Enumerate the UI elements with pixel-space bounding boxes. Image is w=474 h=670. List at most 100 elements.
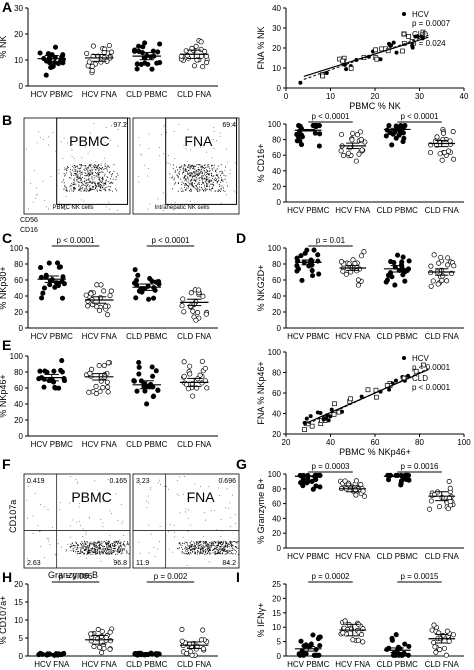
event-dot — [97, 548, 98, 550]
event-dot — [86, 541, 88, 543]
event-dot — [116, 190, 118, 192]
event-dot — [98, 547, 100, 548]
data-point — [440, 130, 447, 136]
event-dot — [103, 549, 105, 551]
event-dot — [183, 165, 185, 167]
event-dot — [98, 166, 100, 168]
event-dot — [87, 179, 89, 181]
event-dot — [169, 548, 171, 550]
y-tick-label: 80 — [272, 485, 281, 494]
event-dot — [103, 182, 105, 184]
event-dot — [42, 139, 44, 140]
event-dot — [113, 170, 115, 172]
event-dot — [70, 185, 72, 187]
event-dot — [87, 167, 89, 169]
y-tick-label: 0 — [19, 432, 24, 441]
event-dot — [231, 552, 232, 554]
event-dot — [117, 520, 119, 521]
data-point — [340, 268, 346, 274]
y-axis-label: % CD16+ — [256, 144, 266, 183]
event-dot — [187, 185, 189, 187]
event-dot — [172, 551, 174, 553]
event-dot — [163, 204, 165, 205]
event-dot — [105, 543, 107, 545]
event-dot — [189, 184, 191, 186]
data-point — [387, 270, 394, 276]
event-dot — [70, 546, 72, 548]
event-dot — [78, 189, 79, 191]
event-dot — [213, 185, 215, 187]
data-point — [298, 638, 304, 644]
event-dot — [208, 182, 210, 184]
event-dot — [189, 166, 191, 168]
event-dot — [230, 543, 232, 545]
event-dot — [189, 165, 191, 167]
event-dot — [148, 524, 150, 526]
event-dot — [193, 549, 195, 551]
event-dot — [77, 545, 79, 546]
event-dot — [72, 545, 74, 547]
event-dot — [191, 184, 193, 186]
x-tick-label: 40 — [326, 438, 335, 447]
data-point — [427, 506, 433, 512]
category-label: CLD PBMC — [377, 552, 419, 561]
data-point — [450, 632, 457, 638]
event-dot — [102, 522, 104, 524]
event-dot — [220, 189, 222, 191]
data-point — [317, 643, 323, 649]
event-dot — [206, 179, 208, 181]
event-dot — [216, 173, 218, 175]
event-dot — [80, 542, 81, 544]
event-dot — [187, 173, 189, 174]
event-dot — [89, 173, 91, 175]
event-dot — [225, 542, 227, 544]
event-dot — [185, 508, 187, 510]
event-dot — [75, 171, 77, 173]
event-dot — [119, 549, 121, 551]
event-dot — [98, 548, 100, 550]
event-dot — [44, 557, 45, 559]
event-dot — [64, 209, 65, 211]
event-dot — [102, 182, 104, 184]
data-point — [399, 263, 405, 269]
event-dot — [207, 542, 209, 544]
y-tick-label: 0 — [19, 324, 24, 333]
event-dot — [98, 183, 100, 185]
event-dot — [82, 181, 83, 182]
data-point — [91, 643, 97, 650]
event-dot — [209, 189, 211, 191]
event-dot — [91, 170, 93, 172]
event-dot — [89, 545, 91, 547]
event-dot — [98, 544, 100, 546]
event-dot — [78, 168, 80, 169]
event-dot — [75, 169, 76, 171]
event-dot — [116, 172, 118, 174]
data-point — [60, 60, 66, 66]
data-point — [38, 265, 44, 271]
event-dot — [97, 184, 99, 186]
event-dot — [196, 190, 198, 191]
x-tick-label: 60 — [371, 438, 380, 447]
event-dot — [189, 175, 191, 177]
data-point — [437, 151, 443, 157]
event-dot — [90, 168, 92, 170]
event-dot — [100, 547, 102, 549]
event-dot — [96, 553, 98, 555]
event-dot — [204, 190, 206, 192]
data-point — [340, 630, 346, 636]
event-dot — [95, 543, 97, 545]
data-point — [301, 652, 307, 658]
p-value-label: p = 0.01 — [316, 236, 346, 245]
event-dot — [184, 168, 186, 170]
event-dot — [148, 552, 150, 554]
event-dot — [46, 538, 48, 539]
event-dot — [75, 551, 77, 553]
event-dot — [80, 179, 82, 181]
data-point — [386, 123, 392, 129]
event-dot — [113, 541, 115, 543]
p-value-label: p < 0.0001 — [311, 112, 350, 121]
event-dot — [218, 189, 219, 191]
event-dot — [183, 493, 185, 495]
event-dot — [80, 551, 82, 553]
event-dot — [189, 182, 191, 184]
